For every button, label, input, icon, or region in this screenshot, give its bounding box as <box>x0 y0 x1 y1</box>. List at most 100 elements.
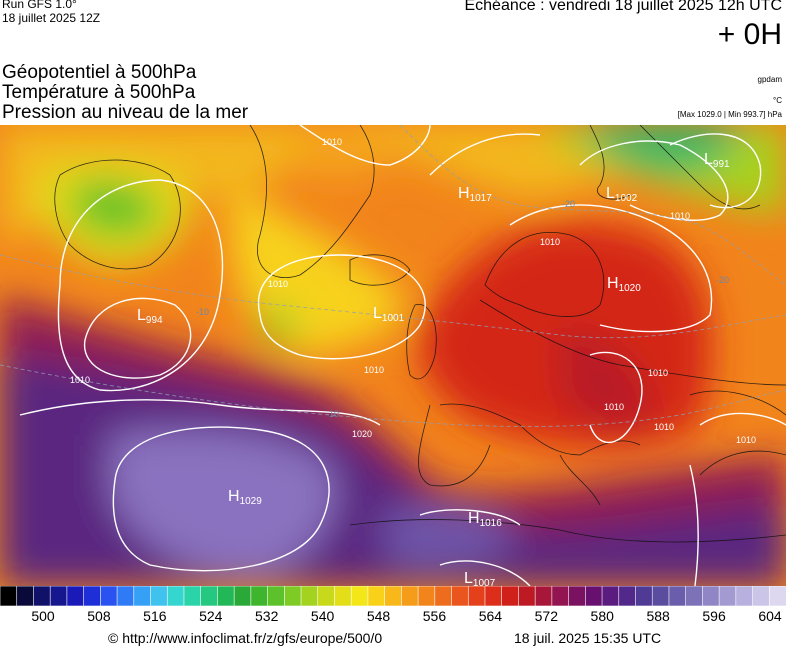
scale-cell <box>518 586 536 606</box>
scale-cell <box>116 586 135 606</box>
scale-cell <box>0 586 18 606</box>
isobar-label: 1010 <box>648 368 668 378</box>
echeance-label: Echéance : vendredi 18 juillet 2025 12h … <box>464 0 782 14</box>
run-label: Run GFS 1.0° <box>2 0 77 11</box>
scale-cell <box>217 586 235 606</box>
pressure-center-l1007: L1007 <box>464 570 496 586</box>
scale-cell <box>551 586 570 606</box>
isobar-label: 1010 <box>670 211 690 221</box>
scale-cell <box>651 586 670 606</box>
scale-cell <box>668 586 687 606</box>
isobar-label: 1020 <box>352 429 372 439</box>
isobar-label: 1010 <box>70 375 90 385</box>
scale-tick-label: 500 <box>31 608 55 624</box>
scale-tick-label: 548 <box>366 608 391 624</box>
temperature-label: -10 <box>196 307 209 317</box>
max-min-label: [Max 1029.0 | Min 993.7] hPa <box>677 110 782 119</box>
scale-cell <box>33 586 51 606</box>
pressure-center-h1016: H1016 <box>468 510 502 529</box>
source-url: © http://www.infoclimat.fr/z/gfs/europe/… <box>108 630 383 646</box>
pressure-center-h1029: H1029 <box>228 488 262 507</box>
generated-time: 18 juil. 2025 15:35 UTC <box>514 630 662 646</box>
scale-tick-label: 604 <box>758 608 782 624</box>
isobar-label: 1010 <box>604 402 624 412</box>
pressure-center-l991: L991 <box>704 151 730 170</box>
title-temperature: Température à 500hPa <box>2 82 196 103</box>
scale-cell <box>718 586 737 606</box>
scale-tick-label: 532 <box>255 608 279 624</box>
isobar-label: 1010 <box>364 365 384 375</box>
title-geopotential: Géopotentiel à 500hPa <box>2 62 197 83</box>
scale-cell <box>233 586 252 606</box>
pressure-center-h1020: H1020 <box>607 275 641 294</box>
scale-cell <box>702 586 720 606</box>
scale-cell <box>451 586 470 606</box>
scale-tick-label: 540 <box>310 608 335 624</box>
scale-tick-label: 580 <box>590 608 614 624</box>
scale-tick-label: 524 <box>199 608 223 624</box>
scale-cell <box>350 586 369 606</box>
model-label: gpdam <box>757 75 782 84</box>
scale-tick-label: 572 <box>534 608 558 624</box>
temperature-label: -20 <box>562 199 575 209</box>
isobar-label: 1010 <box>322 137 342 147</box>
scale-cell <box>334 586 352 606</box>
pressure-center-l994: L994 <box>137 307 163 326</box>
scale-cell <box>752 586 771 606</box>
isobar-label: 1010 <box>268 279 288 289</box>
title-pressure: Pression au niveau de la mer <box>2 102 249 123</box>
isobar-label: 1010 <box>540 237 560 247</box>
color-scale <box>0 586 786 606</box>
scale-cell <box>66 586 85 606</box>
scale-cell <box>250 586 269 606</box>
scale-cell <box>601 586 620 606</box>
scale-cell <box>150 586 169 606</box>
scale-tick-label: 588 <box>646 608 670 624</box>
scale-cell <box>467 586 486 606</box>
scale-cell <box>768 586 786 606</box>
isobar-label: 1010 <box>654 422 674 432</box>
run-date: 18 juillet 2025 12Z <box>2 11 101 25</box>
lead-time: + 0H <box>717 18 782 51</box>
scale-cell <box>618 586 637 606</box>
pressure-center-l1001: L1001 <box>373 305 405 324</box>
scale-tick-label: 556 <box>422 608 447 624</box>
scale-cell <box>685 586 704 606</box>
scale-cell <box>100 586 118 606</box>
scale-cell <box>49 586 68 606</box>
scale-cell <box>200 586 219 606</box>
scale-cell <box>367 586 386 606</box>
temperature-label: -20 <box>716 275 729 285</box>
pressure-center-h1017: H1017 <box>458 185 492 204</box>
scale-cell <box>635 586 654 606</box>
scale-cell <box>434 586 453 606</box>
scale-cell <box>484 586 503 606</box>
scale-cell <box>83 586 102 606</box>
forecast-map: H1017 L1002 L991 L994 L1001 H1020 H1029 … <box>0 125 786 586</box>
scale-ticks: 500 508 516 524 532 540 548 556 564 572 580 588 596 6… <box>0 608 786 628</box>
pressure-center-l1002: L1002 <box>606 185 638 204</box>
scale-cell <box>534 586 553 606</box>
scale-tick-label: 508 <box>87 608 111 624</box>
scale-cell <box>317 586 336 606</box>
scale-tick-label: 596 <box>702 608 726 624</box>
scale-cell <box>568 586 587 606</box>
scale-cell <box>300 586 319 606</box>
unit-label: °C <box>773 96 782 105</box>
scale-cell <box>417 586 436 606</box>
scale-cell <box>166 586 185 606</box>
scale-tick-label: 516 <box>143 608 167 624</box>
scale-cell <box>283 586 302 606</box>
temperature-label: -10 <box>326 409 339 419</box>
scale-cell <box>267 586 286 606</box>
scale-tick-label: 564 <box>478 608 503 624</box>
scale-cell <box>16 586 35 606</box>
scale-cell <box>183 586 202 606</box>
scale-cell <box>735 586 754 606</box>
scale-cell <box>585 586 603 606</box>
isobar-label: 1010 <box>736 435 756 445</box>
scale-cell <box>384 586 403 606</box>
scale-cell <box>401 586 419 606</box>
scale-cell <box>133 586 152 606</box>
scale-cell <box>501 586 520 606</box>
